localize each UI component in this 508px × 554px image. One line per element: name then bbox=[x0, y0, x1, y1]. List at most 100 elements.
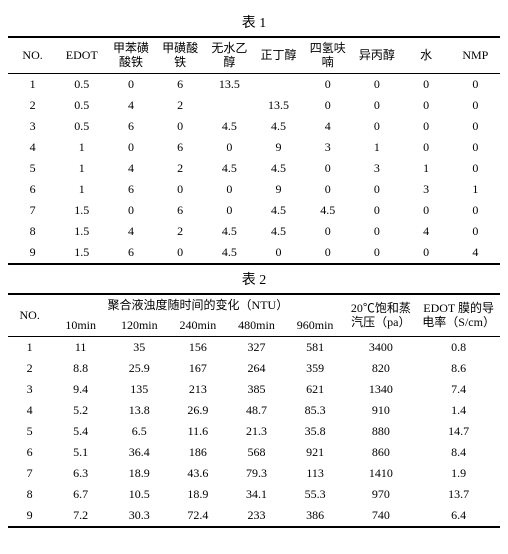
table-cell: 0 bbox=[352, 95, 401, 116]
table-cell: 2 bbox=[156, 158, 205, 179]
table-cell: 0 bbox=[303, 242, 352, 264]
table-cell: 0 bbox=[106, 200, 155, 221]
table-cell: 25.9 bbox=[110, 358, 169, 379]
table-cell: 8.4 bbox=[417, 442, 500, 463]
table-cell: 34.1 bbox=[227, 484, 286, 505]
table-cell: 6.4 bbox=[417, 505, 500, 527]
table-cell: 264 bbox=[227, 358, 286, 379]
table-cell: 3 bbox=[303, 137, 352, 158]
table-cell: 0 bbox=[205, 200, 254, 221]
table-cell: 48.7 bbox=[227, 400, 286, 421]
table-cell: 7 bbox=[8, 463, 51, 484]
table1-col: 无水乙醇 bbox=[205, 37, 254, 73]
col-conductivity: EDOT 膜的导电率（S/cm） bbox=[417, 294, 500, 336]
table-cell: 213 bbox=[169, 379, 228, 400]
table-cell: 0 bbox=[402, 95, 451, 116]
table-cell: 0 bbox=[451, 200, 500, 221]
table-cell: 0.5 bbox=[57, 116, 106, 137]
table-cell: 4.5 bbox=[205, 221, 254, 242]
table-cell: 6 bbox=[156, 137, 205, 158]
table-cell: 1 bbox=[402, 158, 451, 179]
table-cell: 18.9 bbox=[110, 463, 169, 484]
table1-header-row: NO.EDOT甲苯磺酸铁甲磺酸铁无水乙醇正丁醇四氢呋喃异丙醇水NMP bbox=[8, 37, 500, 73]
table-cell: 13.5 bbox=[254, 95, 303, 116]
table-cell: 1 bbox=[57, 179, 106, 200]
table-row: 97.230.372.42333867406.4 bbox=[8, 505, 500, 527]
table-cell: 0 bbox=[451, 137, 500, 158]
table-cell: 21.3 bbox=[227, 421, 286, 442]
table-cell: 3 bbox=[8, 379, 51, 400]
table2-timecol: 960min bbox=[286, 315, 345, 336]
table-cell: 4.5 bbox=[254, 116, 303, 137]
table-cell: 0 bbox=[352, 200, 401, 221]
table-cell: 740 bbox=[344, 505, 417, 527]
table-cell: 0 bbox=[451, 116, 500, 137]
table-cell: 8 bbox=[8, 221, 57, 242]
table-cell: 10.5 bbox=[110, 484, 169, 505]
table-cell: 910 bbox=[344, 400, 417, 421]
table-cell bbox=[254, 73, 303, 95]
table-cell: 0 bbox=[254, 242, 303, 264]
table-cell: 327 bbox=[227, 336, 286, 358]
table2-timecol: 240min bbox=[169, 315, 228, 336]
table-cell: 0 bbox=[451, 95, 500, 116]
table-cell: 113 bbox=[286, 463, 345, 484]
table-cell: 4.5 bbox=[205, 242, 254, 264]
table-cell: 359 bbox=[286, 358, 345, 379]
table-cell: 0 bbox=[205, 179, 254, 200]
table-row: 4106093100 bbox=[8, 137, 500, 158]
table-cell: 6.7 bbox=[51, 484, 110, 505]
table-cell: 8 bbox=[8, 484, 51, 505]
table-cell: 0 bbox=[303, 73, 352, 95]
table-cell: 186 bbox=[169, 442, 228, 463]
table-cell: 0 bbox=[352, 116, 401, 137]
table-cell: 6 bbox=[156, 73, 205, 95]
table-cell: 5.4 bbox=[51, 421, 110, 442]
table-cell: 0 bbox=[352, 221, 401, 242]
table-row: 51424.54.50310 bbox=[8, 158, 500, 179]
table2: NO. 聚合液浊度随时间的变化（NTU） 20℃饱和蒸汽压（pa） EDOT 膜… bbox=[8, 293, 500, 528]
table1-col: 异丙醇 bbox=[352, 37, 401, 73]
table-row: 20.54213.50000 bbox=[8, 95, 500, 116]
table-cell: 0 bbox=[451, 221, 500, 242]
table-cell: 4.5 bbox=[205, 116, 254, 137]
table-cell: 4 bbox=[106, 221, 155, 242]
table-cell: 1.4 bbox=[417, 400, 500, 421]
table-cell: 2 bbox=[156, 221, 205, 242]
table-cell: 6 bbox=[8, 442, 51, 463]
table-cell: 11.6 bbox=[169, 421, 228, 442]
table-cell: 0.5 bbox=[57, 73, 106, 95]
table-cell: 4.5 bbox=[254, 200, 303, 221]
table-cell: 1 bbox=[8, 73, 57, 95]
table-cell: 9 bbox=[8, 242, 57, 264]
table-row: 1113515632758134000.8 bbox=[8, 336, 500, 358]
table-cell: 9 bbox=[8, 505, 51, 527]
table-cell: 568 bbox=[227, 442, 286, 463]
table-cell: 0 bbox=[156, 116, 205, 137]
table-cell: 970 bbox=[344, 484, 417, 505]
table-cell: 0 bbox=[402, 116, 451, 137]
table-cell: 0 bbox=[402, 73, 451, 95]
table1-col: EDOT bbox=[57, 37, 106, 73]
table-row: 91.5604.500004 bbox=[8, 242, 500, 264]
table-cell: 14.7 bbox=[417, 421, 500, 442]
table-cell: 1 bbox=[8, 336, 51, 358]
table-row: 45.213.826.948.785.39101.4 bbox=[8, 400, 500, 421]
table-cell: 55.3 bbox=[286, 484, 345, 505]
table-cell: 167 bbox=[169, 358, 228, 379]
table-cell: 13.8 bbox=[110, 400, 169, 421]
table-cell: 0 bbox=[303, 221, 352, 242]
table-cell: 0 bbox=[451, 73, 500, 95]
table-cell: 6 bbox=[156, 200, 205, 221]
table-cell: 0.8 bbox=[417, 336, 500, 358]
table-cell: 0 bbox=[156, 242, 205, 264]
table-cell: 1 bbox=[57, 158, 106, 179]
table-cell: 5 bbox=[8, 158, 57, 179]
table-cell: 6 bbox=[8, 179, 57, 200]
table-cell: 1 bbox=[451, 179, 500, 200]
table-cell: 7.2 bbox=[51, 505, 110, 527]
table-cell: 4 bbox=[402, 221, 451, 242]
table-row: 6160090031 bbox=[8, 179, 500, 200]
table-cell: 36.4 bbox=[110, 442, 169, 463]
table-cell: 0 bbox=[205, 137, 254, 158]
